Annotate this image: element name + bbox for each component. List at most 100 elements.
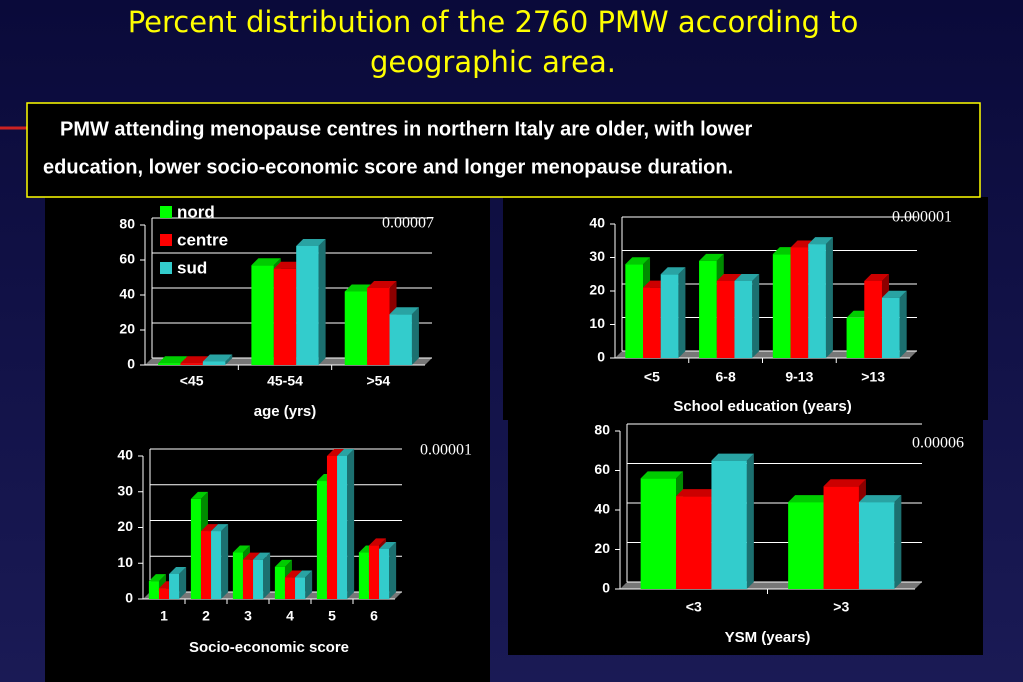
- bar: [716, 280, 735, 358]
- bar-side: [746, 453, 754, 589]
- bar-top: [716, 273, 742, 281]
- annotation: 0.00006: [912, 435, 964, 452]
- y-tick-label: 60: [119, 251, 135, 267]
- bar: [788, 502, 824, 589]
- bar: [864, 280, 882, 358]
- bar: [158, 363, 181, 365]
- bar: [273, 268, 297, 365]
- bar: [190, 498, 201, 599]
- bar-top: [711, 453, 754, 461]
- bar: [699, 260, 717, 358]
- bar-side: [221, 524, 229, 599]
- y-tick-label: 40: [119, 286, 135, 302]
- bar: [858, 502, 895, 589]
- bar: [316, 481, 327, 599]
- bar: [790, 247, 809, 358]
- y-tick-label: 60: [594, 461, 610, 477]
- x-tick-label: <5: [644, 369, 660, 385]
- bar: [640, 478, 677, 589]
- x-tick-label: >3: [833, 599, 849, 615]
- x-tick-label: 6: [370, 608, 378, 624]
- y-tick-label: 40: [117, 447, 133, 463]
- bar: [180, 363, 203, 365]
- bar-side: [263, 552, 271, 599]
- y-tick-label: 0: [602, 580, 610, 596]
- legend-swatch: [160, 262, 172, 274]
- highlight-line: PMW attending menopause centres in north…: [60, 118, 753, 140]
- bar-top: [734, 273, 760, 281]
- y-tick-label: 0: [597, 349, 605, 365]
- x-tick-label: 5: [328, 608, 336, 624]
- bar-side: [225, 354, 233, 365]
- bar-top: [251, 258, 281, 266]
- bar-top: [660, 267, 686, 275]
- bar-top: [676, 489, 719, 497]
- bar-top: [211, 524, 229, 532]
- bar-top: [190, 491, 208, 499]
- bar: [232, 552, 243, 599]
- bar-top: [242, 552, 261, 560]
- bar-top: [180, 356, 210, 364]
- bar: [242, 559, 254, 599]
- y-tick-label: 20: [589, 282, 605, 298]
- slide-title: Percent distribution of the 2760 PMW acc…: [128, 5, 859, 79]
- bar: [367, 288, 390, 365]
- annotation: 0.00001: [420, 442, 472, 459]
- bar: [211, 531, 222, 599]
- x-axis-label: YSM (years): [725, 629, 811, 646]
- bar-top: [808, 237, 833, 245]
- floor: [615, 351, 917, 358]
- x-tick-label: >13: [861, 369, 885, 385]
- y-tick-label: 10: [117, 554, 133, 570]
- bar: [808, 244, 826, 358]
- bar-top: [788, 495, 831, 503]
- bar-top: [625, 257, 651, 265]
- legend-label: nord: [177, 202, 215, 221]
- legend-label: sud: [177, 258, 207, 277]
- bar: [295, 577, 306, 599]
- y-tick-label: 20: [594, 540, 610, 556]
- x-tick-label: 2: [202, 608, 210, 624]
- bar: [169, 573, 180, 599]
- bar: [823, 486, 859, 589]
- bar-side: [347, 449, 355, 599]
- y-tick-label: 40: [589, 215, 605, 231]
- bar: [296, 246, 319, 365]
- bar-top: [148, 574, 166, 582]
- bar-side: [305, 570, 313, 599]
- bar-top: [823, 479, 866, 487]
- bar: [368, 545, 380, 599]
- bar-top: [296, 239, 326, 246]
- bar: [379, 548, 390, 599]
- x-tick-label: 4: [286, 608, 294, 624]
- bar: [274, 566, 285, 599]
- bar: [158, 588, 170, 599]
- highlight-box: [26, 102, 981, 198]
- x-tick-label: <45: [180, 373, 204, 389]
- annotation: 0.00007: [382, 215, 434, 232]
- bar-side: [899, 290, 907, 358]
- bar: [200, 531, 212, 599]
- x-tick-label: 6-8: [716, 369, 736, 385]
- bar-top: [337, 449, 355, 456]
- x-axis-label: age (yrs): [254, 403, 317, 420]
- bar-side: [411, 307, 419, 365]
- y-tick-label: 30: [589, 248, 605, 264]
- legend-swatch: [160, 234, 172, 246]
- bar-top: [344, 284, 375, 292]
- annotation: 0.000001: [892, 209, 952, 226]
- x-axis-label: Socio-economic score: [189, 639, 349, 656]
- bar: [625, 264, 644, 358]
- bar: [344, 291, 368, 365]
- bar-side: [389, 541, 397, 599]
- bar: [660, 274, 679, 358]
- y-tick-label: 30: [117, 482, 133, 498]
- bar-top: [284, 570, 303, 578]
- x-tick-label: 45-54: [267, 373, 303, 389]
- bar-top: [389, 307, 419, 315]
- bar-top: [202, 354, 233, 362]
- bar-top: [326, 449, 345, 456]
- bar: [643, 287, 661, 358]
